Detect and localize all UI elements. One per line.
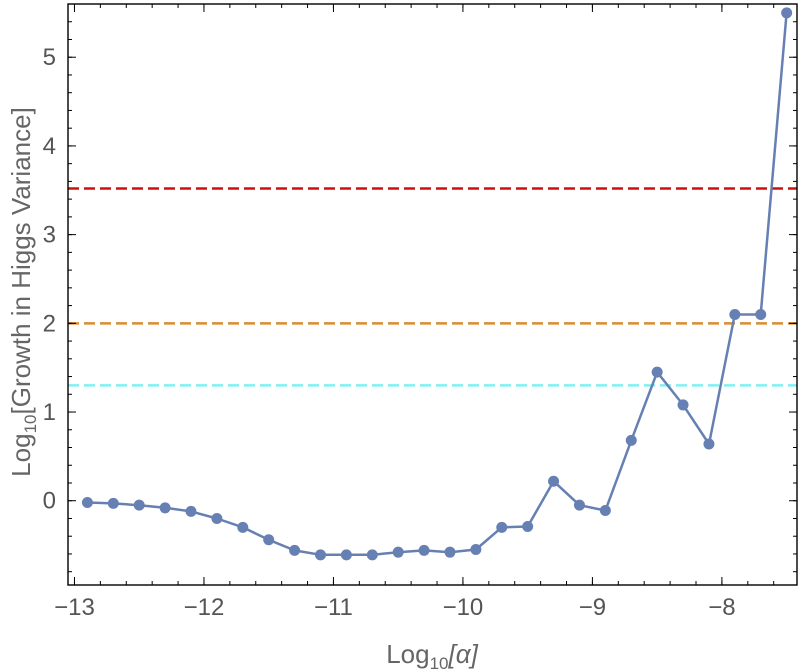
data-point [263,534,275,546]
data-point [548,475,560,487]
x-tick-label: −11 [314,594,353,621]
y-axis-label-rest: [Growth in Higgs Variance] [6,107,36,414]
x-tick-label: −10 [443,594,484,621]
x-axis-label-rest: [α] [448,639,479,669]
y-tick-label: 1 [43,399,56,426]
plot-frame [67,3,798,586]
series-line-0 [87,12,788,557]
reference-lines [68,187,797,387]
data-point [522,520,534,532]
data-point [470,544,482,556]
data-point [625,434,637,446]
data-point [703,438,715,450]
data-point [185,505,197,517]
data-point [729,308,741,320]
data-point [496,521,508,533]
x-tick-label: −13 [54,594,95,621]
y-tick-label: 4 [43,133,56,160]
y-tick-label: 0 [43,488,56,515]
y-tick-label: 5 [43,44,56,71]
data-point [159,502,171,514]
data-point [81,497,93,509]
x-tick-label: −12 [184,594,225,621]
x-axis-label-subscript: 10 [430,654,449,672]
data-point [418,544,430,556]
data-point [211,512,223,524]
data-point [366,549,378,561]
y-tick-label: 2 [43,310,56,337]
data-point [651,366,663,378]
y-axis-label: Log10[Growth in Higgs Variance] [6,107,40,477]
x-tick-label: −9 [579,594,606,621]
y-axis-label-main: Log [6,433,36,476]
data-point [444,546,456,558]
axis-ticks: −13 −12 −11 −10 −9 −8 0 1 2 3 4 5 [43,3,797,621]
x-axis-label-main: Log [386,639,429,669]
data-point [781,7,793,19]
data-point [340,549,352,561]
y-axis-label-subscript: 10 [21,415,40,434]
x-axis-label: Log10[α] [386,639,478,672]
data-point [133,499,145,511]
data-point [289,544,301,556]
data-point [573,499,585,511]
x-tick-label: −8 [708,594,735,621]
y-tick-label: 3 [43,222,56,249]
data-point [392,546,404,558]
data-point [107,497,119,509]
data-point [314,549,326,561]
data-point [755,308,767,320]
data-point [677,399,689,411]
data-point [599,504,611,516]
data-point [237,521,249,533]
series-layer [81,7,793,561]
